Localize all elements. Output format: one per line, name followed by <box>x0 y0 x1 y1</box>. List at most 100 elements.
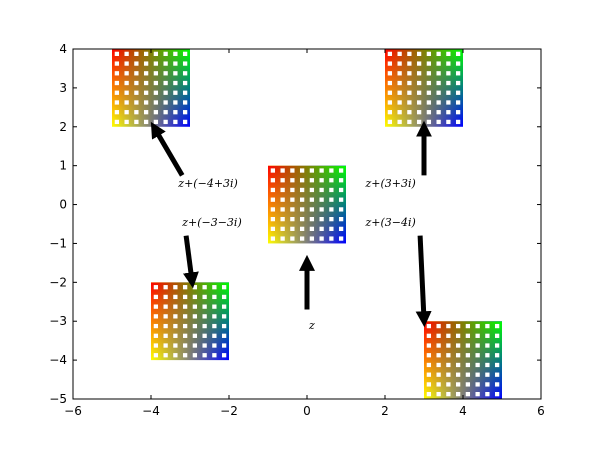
grid-hole <box>173 314 178 319</box>
grid-hole <box>338 236 344 241</box>
grid-hole <box>465 392 471 397</box>
grid-hole <box>290 226 295 231</box>
grid-hole <box>202 353 207 358</box>
x-tick-label: 0 <box>303 404 311 418</box>
grid-hole <box>221 294 227 300</box>
grid-hole <box>124 71 129 76</box>
grid-hole <box>192 314 198 319</box>
grid-hole <box>134 119 139 125</box>
y-tick-label: −5 <box>49 392 67 406</box>
x-tick-label: 2 <box>381 404 389 418</box>
grid-hole <box>494 333 500 338</box>
grid-hole <box>319 197 324 202</box>
grid-hole <box>134 110 139 115</box>
x-tick-label: −4 <box>142 404 160 418</box>
grid-hole <box>163 71 168 76</box>
grid-hole <box>182 71 188 76</box>
y-tick-label: 0 <box>59 198 67 212</box>
grid-hole <box>290 236 295 241</box>
gradient-square-center <box>268 165 346 244</box>
grid-hole <box>319 178 324 183</box>
grid-hole <box>494 382 500 387</box>
grid-hole <box>416 119 422 125</box>
y-tick-label: −2 <box>49 275 67 289</box>
grid-hole <box>153 304 159 309</box>
grid-hole <box>455 80 461 86</box>
grid-hole <box>397 51 402 56</box>
grid-hole <box>270 207 276 212</box>
grid-hole <box>485 333 490 338</box>
grid-hole <box>221 323 227 329</box>
grid-hole <box>329 207 334 212</box>
grid-hole <box>465 333 471 338</box>
grid-hole <box>407 61 412 66</box>
grid-hole <box>397 110 402 115</box>
grid-hole <box>280 187 285 193</box>
grid-hole <box>221 314 227 319</box>
grid-hole <box>309 226 315 231</box>
grid-hole <box>173 304 178 309</box>
grid-hole <box>309 207 315 212</box>
annotation-arrow <box>150 121 185 177</box>
grid-hole <box>153 100 159 105</box>
grid-hole <box>426 71 432 76</box>
grid-hole <box>446 61 451 66</box>
grid-hole <box>182 100 188 105</box>
grid-hole <box>329 168 334 173</box>
grid-hole <box>387 119 393 125</box>
annotation-label: z+(−4+3i) <box>177 177 238 190</box>
grid-hole <box>280 236 285 241</box>
grid-hole <box>163 61 168 66</box>
grid-hole <box>163 119 168 125</box>
grid-hole <box>299 207 305 212</box>
grid-hole <box>182 304 188 309</box>
grid-hole <box>124 90 129 95</box>
x-tick-label: −6 <box>64 404 82 418</box>
grid-hole <box>319 187 324 193</box>
grid-hole <box>202 333 207 338</box>
grid-hole <box>134 61 139 66</box>
grid-hole <box>455 51 461 56</box>
grid-hole <box>173 333 178 338</box>
grid-hole <box>182 333 188 338</box>
grid-hole <box>446 382 451 387</box>
grid-hole <box>173 71 178 76</box>
grid-hole <box>114 80 120 86</box>
grid-hole <box>436 362 441 368</box>
grid-hole <box>387 90 393 95</box>
grid-hole <box>397 100 402 105</box>
grid-hole <box>436 51 441 56</box>
grid-hole <box>455 110 461 115</box>
gradient-square-bottom-right <box>424 321 502 399</box>
grid-hole <box>426 372 432 377</box>
grid-hole <box>475 362 480 368</box>
grid-hole <box>280 226 285 231</box>
grid-hole <box>407 51 412 56</box>
grid-hole <box>397 71 402 76</box>
grid-hole <box>212 353 217 358</box>
grid-hole <box>182 294 188 300</box>
grid-hole <box>143 71 149 76</box>
grid-hole <box>114 51 120 56</box>
grid-hole <box>338 217 344 222</box>
grid-hole <box>153 285 159 290</box>
grid-hole <box>309 236 315 241</box>
annotation-label: z+(3+3i) <box>365 177 416 190</box>
grid-hole <box>387 80 393 86</box>
grid-hole <box>153 294 159 300</box>
grid-hole <box>485 323 490 329</box>
grid-hole <box>173 285 178 290</box>
grid-hole <box>182 80 188 86</box>
grid-hole <box>221 353 227 358</box>
grid-hole <box>426 382 432 387</box>
grid-hole <box>192 285 198 290</box>
gradient-square-bottom-left <box>151 282 229 361</box>
grid-hole <box>299 217 305 222</box>
gradient-square-top-right <box>385 49 463 127</box>
grid-hole <box>153 353 159 358</box>
grid-hole <box>416 71 422 76</box>
y-tick-label: 2 <box>59 120 67 134</box>
grid-hole <box>446 51 451 56</box>
grid-hole <box>455 61 461 66</box>
